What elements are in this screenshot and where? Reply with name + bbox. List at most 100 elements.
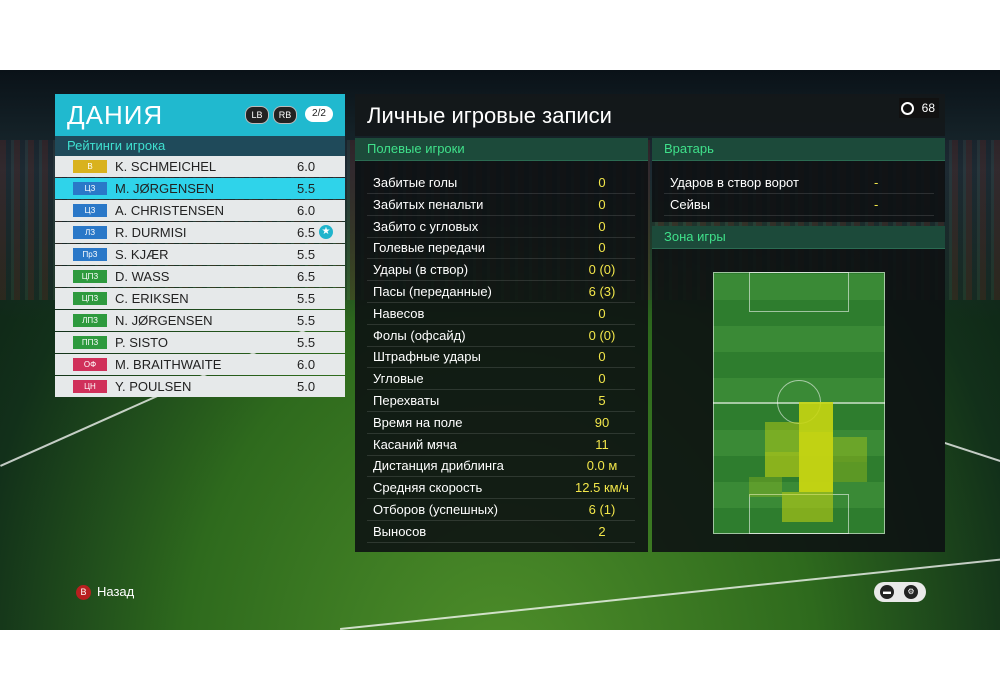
player-row[interactable]: ЦПЗ D. WASS 6.5 [55,266,345,287]
player-rating: 6.0 [297,357,316,372]
gk-stat-label: Ударов в створ ворот [670,175,799,190]
page-title: Личные игровые записи [367,103,612,128]
stat-value: 6 (1) [588,502,616,517]
timer-value: 68 [921,101,935,115]
player-row[interactable]: ППЗ P. SISTO 5.5 [55,332,345,353]
goalkeeper-stats: Вратарь Ударов в створ ворот - Сейвы - [652,138,945,222]
player-name: N. JØRGENSEN [115,313,213,328]
player-records-panel: Личные игровые записи 68 Полевые игроки … [355,94,945,552]
stat-label: Угловые [373,371,424,387]
stat-row: Штрафные удары 0 [367,346,635,369]
stat-row: Пасы (переданные) 6 (3) [367,281,635,303]
stat-value: 6 (3) [588,284,616,299]
team-name: ДАНИЯ [67,100,164,130]
stat-value: 5 [598,393,606,408]
heat-cell [749,477,782,497]
goalkeeper-header: Вратарь [652,138,945,161]
position-badge: ППЗ [73,336,107,349]
stat-label: Голевые передачи [373,240,486,256]
player-row[interactable]: ЛЗ R. DURMISI 6.5 ★ [55,222,345,243]
player-row[interactable]: ЦЗ A. CHRISTENSEN 6.0 [55,200,345,221]
gk-stat-row: Ударов в створ ворот - [664,172,934,194]
stat-row: Касаний мяча 11 [367,434,635,456]
player-rating: 5.5 [297,291,316,306]
heat-cell [799,402,833,432]
player-row[interactable]: В K. SCHMEICHEL 6.0 [55,156,345,177]
player-rating: 5.5 [297,181,316,196]
player-row[interactable]: ЦЗ M. JØRGENSEN 5.5 [55,178,345,199]
team-header: ДАНИЯ LB RB 2/2 [55,94,345,136]
field-player-stats: Полевые игроки Забитые голы 0 Забитых пена… [355,138,648,552]
stat-row: Перехваты 5 [367,390,635,412]
heatmap [713,272,885,534]
heat-cell [833,437,867,462]
heat-cell [799,462,833,492]
position-badge: ОФ [73,358,107,371]
stat-label: Отборов (успешных) [373,502,498,517]
ratings-title: Рейтинги игрока [55,136,345,156]
heat-cell [799,432,833,462]
stat-row: Фолы (офсайд) 0 (0) [367,325,635,347]
rb-button-icon[interactable]: RB [273,106,297,124]
stat-value: 0 [598,175,606,190]
player-name: Y. POULSEN [115,379,192,394]
player-name: M. BRAITHWAITE [115,357,222,372]
player-list: В K. SCHMEICHEL 6.0 ЦЗ M. JØRGENSEN 5.5 ЦЗ A. C… [55,156,345,397]
stat-row: Средняя скорость 12.5 км/ч [367,477,635,500]
match-timer: 68 [899,98,939,118]
stat-row: Голевые передачи 0 [367,237,635,260]
b-button-icon: B [76,585,91,601]
stat-value: 0 [598,305,606,321]
controller-icons[interactable]: ▬ ⚙ [874,582,926,602]
team-ratings-panel: ДАНИЯ LB RB 2/2 Рейтинги игрока В K. SCHM… [55,94,345,398]
stat-label: Касаний мяча [373,436,457,452]
stat-label: Время на поле [373,414,463,430]
pitch-line [944,442,1000,466]
position-badge: ЦПЗ [73,270,107,283]
stat-value: 0 (0) [588,262,616,278]
stat-row: Отборов (успешных) 6 (1) [367,499,635,521]
stat-label: Выносов [373,523,427,539]
player-name: M. JØRGENSEN [115,181,214,196]
stat-label: Перехваты [373,393,440,408]
stat-value: 0.0 м [586,458,618,474]
player-row[interactable]: ОФ M. BRAITHWAITE 6.0 [55,354,345,375]
options-icon[interactable]: ⚙ [904,585,918,599]
stat-value: 0 [598,196,606,212]
star-icon: ★ [319,225,333,239]
back-button[interactable]: B Назад [76,584,134,601]
position-badge: ЦПЗ [73,292,107,305]
player-row[interactable]: ЦН Y. POULSEN 5.0 [55,376,345,397]
player-rating: 5.5 [297,247,316,262]
player-row[interactable]: ПрЗ S. KJÆR 5.5 [55,244,345,265]
stat-value: 11 [595,436,609,452]
chat-icon[interactable]: ▬ [880,585,894,599]
stat-label: Штрафные удары [373,349,481,365]
stat-row: Угловые 0 [367,368,635,391]
stat-row: Навесов 0 [367,303,635,325]
player-name: D. WASS [115,269,170,284]
player-rating: 6.0 [297,203,316,218]
play-zone-header: Зона игры [652,226,945,249]
player-name: R. DURMISI [115,225,187,240]
gk-stat-value: - [874,197,879,212]
heat-cell [765,422,799,452]
stat-row: Дистанция дриблинга 0.0 м [367,455,635,478]
gk-stat-row: Сейвы - [664,194,934,216]
player-name: S. KJÆR [115,247,169,262]
position-badge: ЛПЗ [73,314,107,327]
stat-value: 12.5 км/ч [575,480,629,496]
stat-label: Средняя скорость [373,480,483,496]
heat-cell [833,462,867,482]
stat-row: Время на поле 90 [367,412,635,434]
play-zone: Зона игры [652,226,945,552]
player-rating: 6.5 [297,269,316,284]
position-badge: ЦЗ [73,204,107,217]
player-row[interactable]: ЦПЗ C. ERIKSEN 5.5 [55,288,345,309]
player-rating: 6.5 [297,225,316,240]
title-bar: Личные игровые записи 68 [355,94,945,136]
stat-row: Удары (в створ) 0 (0) [367,259,635,282]
player-row[interactable]: ЛПЗ N. JØRGENSEN 5.5 [55,310,345,331]
lb-button-icon[interactable]: LB [245,106,269,124]
heat-cell [782,492,833,522]
